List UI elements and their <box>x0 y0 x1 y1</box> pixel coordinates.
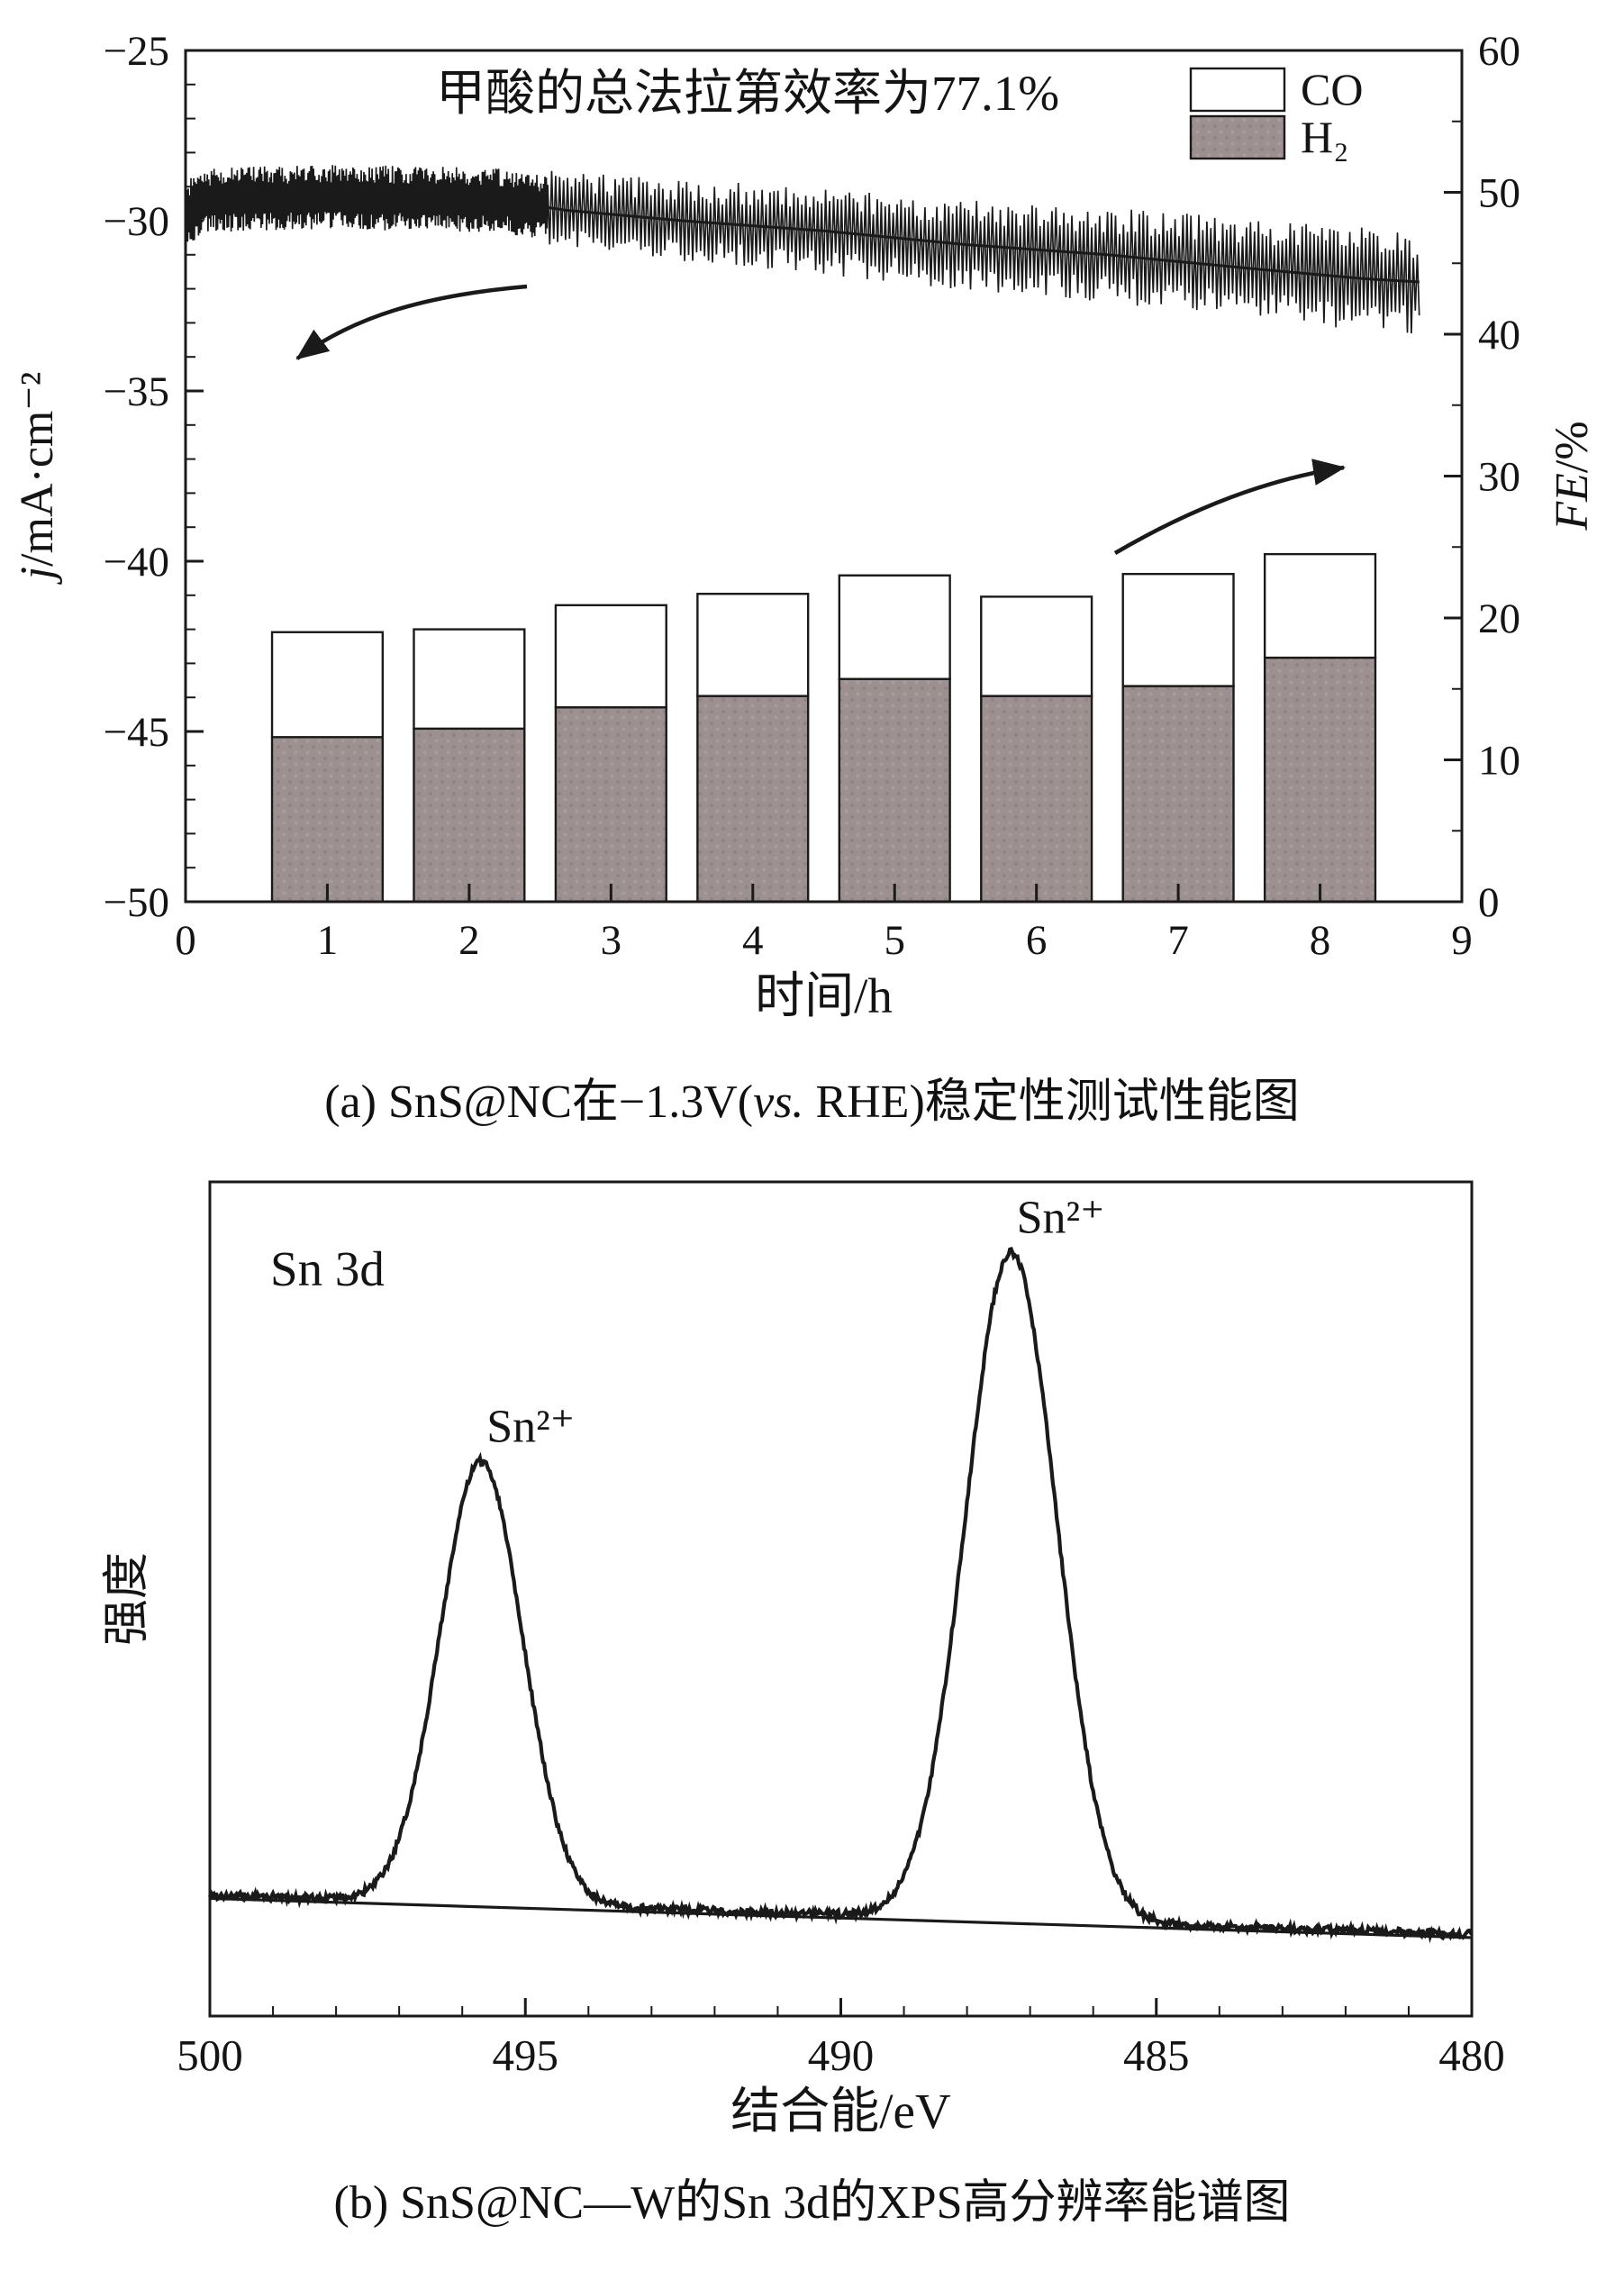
y-axis-title: 强度 <box>102 1552 153 1646</box>
x-tick-label: 5 <box>884 917 905 964</box>
caption-a-italic: vs. <box>753 1076 804 1128</box>
plot-frame <box>208 1180 1474 2018</box>
x-tick-label: 7 <box>1167 917 1189 964</box>
h2-bar <box>270 736 385 904</box>
x-tick-label: 6 <box>1026 917 1048 964</box>
co-bar <box>270 631 385 739</box>
h2-bar <box>554 706 667 904</box>
x-tick-label: 485 <box>1123 2030 1190 2080</box>
xps-spectrum-curve <box>207 1246 1474 1944</box>
y-right-tick-label: 0 <box>1478 879 1500 926</box>
x-tick-label: 2 <box>458 917 480 964</box>
x-tick-label: 8 <box>1310 917 1331 964</box>
y-right-tick-label: 60 <box>1478 28 1520 75</box>
y-right-tick-label: 30 <box>1478 454 1520 501</box>
co-bar <box>838 574 951 680</box>
y-left-tick-label: −35 <box>103 368 169 415</box>
y-left-tick-label: −45 <box>103 709 169 756</box>
h2-bar <box>1121 685 1235 904</box>
x-axis-title: 时间/h <box>755 968 893 1023</box>
legend-swatch-co <box>1189 67 1286 113</box>
y-left-tick-label: −30 <box>103 198 169 245</box>
x-tick-label: 1 <box>317 917 339 964</box>
h2-bar <box>1263 656 1377 904</box>
legend-label-h2: H₂ <box>1301 112 1349 162</box>
caption-b-text: (b) SnS@NC—W的Sn 3d的XPS高分辨率能谱图 <box>333 2177 1291 2229</box>
caption-a: (a) SnS@NC在−1.3V(vs. RHE)稳定性测试性能图 <box>0 1063 1624 1131</box>
h2-bar <box>838 677 951 904</box>
caption-b: (b) SnS@NC—W的Sn 3d的XPS高分辨率能谱图 <box>0 2164 1624 2231</box>
y-right-tick-label: 20 <box>1478 595 1520 642</box>
x-tick-label: 4 <box>742 917 764 964</box>
x-tick-label: 495 <box>493 2030 559 2080</box>
x-tick-label: 500 <box>177 2030 243 2080</box>
h2-bar <box>980 695 1093 904</box>
co-bar <box>1263 552 1377 659</box>
co-bar <box>554 604 667 709</box>
co-bar <box>696 593 810 697</box>
legend-swatch-h2 <box>1189 114 1286 160</box>
x-axis-title: 结合能/eV <box>730 2084 951 2139</box>
co-bar <box>1121 572 1235 687</box>
y-right-tick-label: 40 <box>1478 312 1520 359</box>
corner-label: Sn 3d <box>270 1241 385 1296</box>
y-left-tick-label: −50 <box>103 879 169 926</box>
y-left-axis-title: j/mA·cm⁻² <box>12 372 63 586</box>
y-right-tick-label: 10 <box>1478 738 1520 785</box>
caption-a-suffix: RHE)稳定性测试性能图 <box>803 1076 1300 1128</box>
current-density-mean <box>185 195 1420 284</box>
legend-label-co: CO <box>1301 64 1363 114</box>
caption-a-prefix: (a) SnS@NC在−1.3V( <box>324 1076 754 1128</box>
left-axis-arrow <box>295 284 528 360</box>
co-bar <box>413 628 526 731</box>
y-right-tick-label: 50 <box>1478 170 1520 217</box>
x-tick-label: 480 <box>1438 2030 1505 2080</box>
x-tick-label: 3 <box>601 917 622 964</box>
right-axis-arrow <box>1113 459 1346 555</box>
co-bar <box>980 595 1093 697</box>
peak-label: Sn²⁺ <box>486 1401 575 1452</box>
x-tick-label: 0 <box>175 917 196 964</box>
y-right-axis-title: FE/% <box>1547 421 1598 531</box>
chart-title: 甲酸的总法拉第效率为77.1% <box>436 66 1059 121</box>
x-tick-label: 9 <box>1451 917 1473 964</box>
current-density-trace <box>185 165 1420 334</box>
h2-bar <box>696 695 810 904</box>
peak-label: Sn²⁺ <box>1017 1193 1105 1244</box>
x-tick-label: 490 <box>808 2030 875 2080</box>
axes: 500 495 490 485 480 <box>177 1998 1505 2080</box>
y-left-tick-label: −40 <box>103 539 169 586</box>
h2-bar <box>413 727 526 904</box>
fe-bars <box>270 552 1377 904</box>
y-left-tick-label: −25 <box>103 28 169 75</box>
